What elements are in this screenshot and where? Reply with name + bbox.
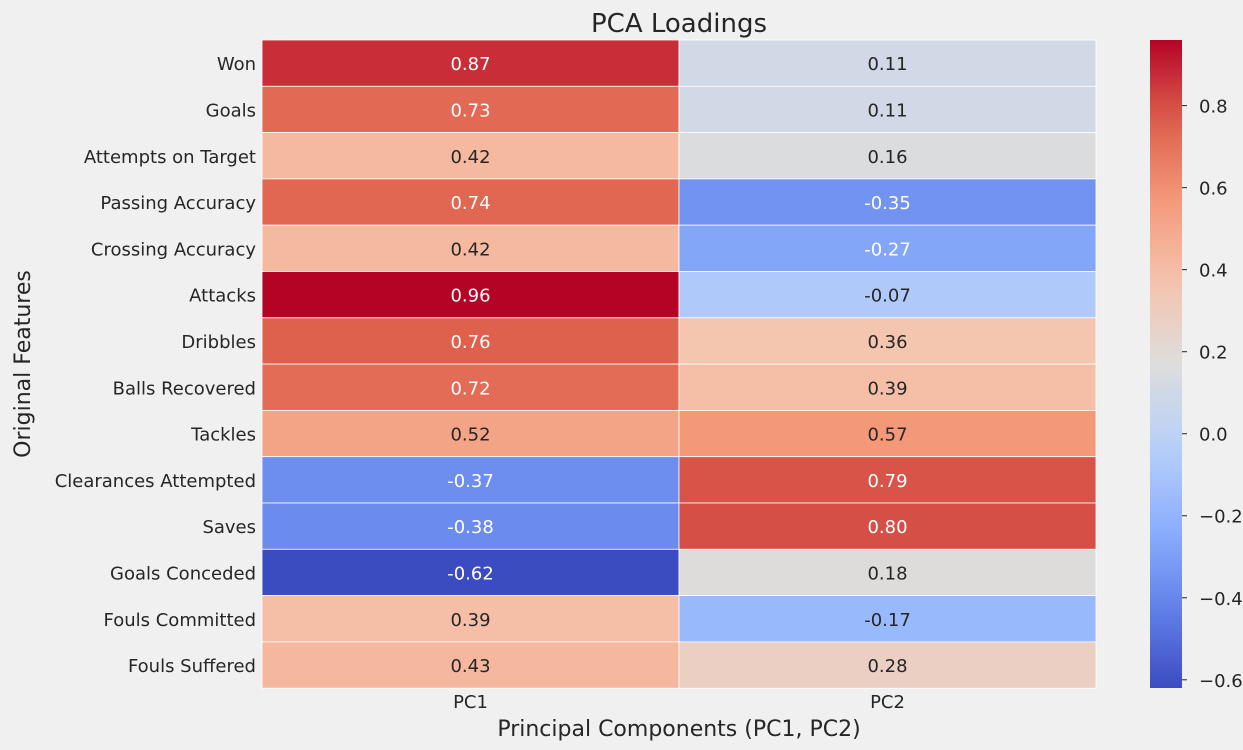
heatmap-cell [678,317,1097,365]
cell-value-label: 0.11 [867,54,907,75]
row-label: Balls Recovered [113,378,256,399]
cell-value-label: 0.52 [450,425,490,446]
cell-value-label: -0.07 [864,286,911,307]
row-labels: Won Goals Attempts on Target Passing Accura… [55,54,257,677]
heatmap-cell [261,502,680,550]
cell-value-label: 0.72 [450,378,490,399]
cell-value-label: 0.36 [867,332,907,353]
heatmap-cell [678,363,1097,411]
colorbar-tick-label: −0.2 [1199,507,1243,528]
heatmap-cell [678,409,1097,458]
cell-value-label: 0.96 [450,286,490,307]
cell-value-label: -0.27 [864,239,911,260]
heatmap-cell [678,85,1097,134]
cell-value-label: 0.16 [867,147,907,168]
cell-value-label: -0.17 [864,610,911,631]
row-label: Attempts on Target [84,147,256,168]
heatmap-cell [678,271,1097,319]
row-label: Fouls Suffered [128,656,256,677]
cell-value-label: 0.79 [867,471,907,492]
cell-value-label: 0.18 [867,563,907,584]
row-label: Tackles [190,425,256,446]
heatmap-cell [678,595,1097,643]
heatmap-cell [678,502,1097,550]
heatmap-cell [261,85,680,134]
cell-value-label: 0.80 [867,517,907,538]
row-label: Attacks [189,286,256,307]
row-label: Passing Accuracy [100,193,256,214]
y-axis-label: Original Features [11,270,36,458]
heatmap-cell [261,409,680,458]
heatmap-cell [678,132,1097,180]
heatmap-cell [678,178,1097,226]
cell-value-label: 0.43 [450,656,490,677]
heatmap-cell [678,224,1097,272]
column-label: PC1 [453,692,488,713]
column-label: PC2 [870,692,905,713]
cell-value-label: 0.42 [450,147,490,168]
cell-value-label: 0.11 [867,100,907,121]
colorbar-tick-label: −0.6 [1199,671,1243,692]
heatmap-cell [261,456,680,504]
heatmap-cells: 0.87 0.11 0.73 0.11 0.42 0.16 0.74 -0.35 0.42 -0.… [261,39,1097,689]
cell-value-label: 0.57 [867,425,907,446]
cell-value-label: -0.62 [447,563,494,584]
heatmap-cell [261,548,680,596]
heatmap-cell [678,39,1097,87]
colorbar-tick-label: 0.8 [1199,97,1228,118]
chart-title: PCA Loadings [591,9,767,39]
colorbar-tick-label: 0.0 [1199,425,1228,446]
cell-value-label: 0.39 [450,610,490,631]
row-label: Dribbles [181,332,256,353]
cell-value-label: 0.28 [867,656,907,677]
colorbar-tick-label: 0.4 [1199,261,1228,282]
colorbar [1150,40,1182,688]
cell-value-label: -0.37 [447,471,494,492]
heatmap-cell [261,595,680,643]
heatmap-cell [261,641,680,689]
cell-value-label: 0.74 [450,193,490,214]
column-labels: PC1 PC2 [453,692,905,713]
heatmap-cell [261,39,680,87]
heatmap-cell [261,317,680,365]
row-label: Clearances Attempted [55,471,256,492]
heatmap-cell [678,456,1097,504]
heatmap-cell [261,132,680,180]
colorbar-tick-label: −0.4 [1199,589,1243,610]
row-label: Goals [206,100,256,121]
row-label: Goals Conceded [110,563,256,584]
heatmap-cell [678,641,1097,689]
colorbar-tick-label: 0.6 [1199,179,1228,200]
cell-value-label: 0.73 [450,100,490,121]
colorbar-ticks: 0.8 0.6 0.4 0.2 0.0 −0.2 −0.4 −0.6 [1182,97,1243,692]
cell-value-label: 0.76 [450,332,490,353]
cell-value-label: 0.87 [450,54,490,75]
row-label: Fouls Committed [104,610,257,631]
cell-value-label: 0.42 [450,239,490,260]
heatmap-cell [678,548,1097,596]
cell-value-label: -0.38 [447,517,494,538]
row-label: Won [217,54,256,75]
row-label: Saves [202,517,256,538]
cell-value-label: -0.35 [864,193,911,214]
cell-value-label: 0.39 [867,378,907,399]
colorbar-tick-label: 0.2 [1199,343,1228,364]
heatmap-cell [261,363,680,411]
row-label: Crossing Accuracy [91,239,256,260]
x-axis-label: Principal Components (PC1, PC2) [497,717,860,742]
